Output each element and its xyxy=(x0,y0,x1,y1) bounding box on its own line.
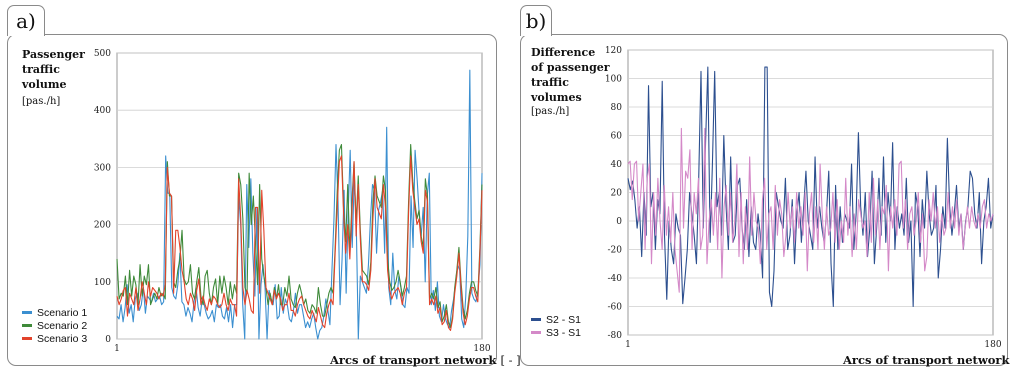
chart-a-x-tick-label: 1 xyxy=(114,344,120,354)
chart-b-y-tick-label: 60 xyxy=(611,132,623,142)
legend-item: Scenario 1 xyxy=(22,306,87,319)
legend-item: S3 - S1 xyxy=(531,326,581,339)
chart-a-y-tick-label: 500 xyxy=(94,49,111,59)
chart-b-series-line-1 xyxy=(627,66,994,308)
legend-swatch xyxy=(22,311,32,314)
panel-b xyxy=(520,34,1008,366)
panel-b-legend: S2 - S1 S3 - S1 xyxy=(531,313,581,339)
chart-b-y-tick-label: -80 xyxy=(608,331,623,341)
legend-item: Scenario 2 xyxy=(22,319,87,332)
legend-swatch xyxy=(531,331,541,334)
chart-b-y-tick-label: -40 xyxy=(608,274,623,284)
legend-label: Scenario 2 xyxy=(37,319,88,332)
panel-a-ylabel-line: traffic xyxy=(22,63,60,76)
chart-b-y-tick-label: 80 xyxy=(611,103,623,113)
panel-b-ylabel-line: volumes xyxy=(531,91,582,104)
panel-a-ylabel-line: Passenger xyxy=(22,48,85,61)
chart-b-x-tick-label: 1 xyxy=(625,340,631,350)
chart-a-series-line-3 xyxy=(116,155,483,331)
panel-b-ylabel-line: traffic xyxy=(531,76,569,89)
panel-a-xlabel-unit: [ - ] xyxy=(500,353,521,367)
chart-b-y-tick-label: 0 xyxy=(616,217,622,227)
chart-a-x-tick-label: 180 xyxy=(473,344,490,354)
panel-a-legend: Scenario 1 Scenario 2 Scenario 3 xyxy=(22,306,87,345)
legend-item: S2 - S1 xyxy=(531,313,581,326)
panel-a-xlabel-text: Arcs of transport network xyxy=(330,353,497,367)
chart-a-y-tick-label: 300 xyxy=(94,163,111,173)
panel-b-ylabel-line: Difference xyxy=(531,46,596,59)
legend-swatch xyxy=(22,337,32,340)
panel-a-ylabel: Passenger traffic volume xyxy=(22,47,85,92)
chart-b-x-tick-label: 180 xyxy=(984,340,1001,350)
panel-a-ylabel-unit: [pas./h] xyxy=(22,96,61,107)
chart-a-y-tick-label: 100 xyxy=(94,278,111,288)
legend-label: Scenario 1 xyxy=(37,306,88,319)
legend-label: S2 - S1 xyxy=(546,313,582,326)
chart-b-y-tick-label: -60 xyxy=(608,303,623,313)
panel-b-xlabel-text: Arcs of transport network xyxy=(843,353,1010,367)
chart-b-y-tick-label: 20 xyxy=(611,189,623,199)
panel-b-ylabel-line: of passenger xyxy=(531,61,610,74)
chart-a-y-tick-label: 200 xyxy=(94,221,111,231)
chart-b-y-tick-label: 120 xyxy=(605,46,622,56)
legend-swatch xyxy=(22,324,32,327)
panel-b-ylabel: Difference of passenger traffic volumes xyxy=(531,45,610,105)
legend-label: S3 - S1 xyxy=(546,326,582,339)
panel-b-xlabel: Arcs of transport network [ - ] xyxy=(843,353,1010,367)
chart-b-y-tick-label: -20 xyxy=(608,246,623,256)
panel-a-ylabel-line: volume xyxy=(22,78,67,91)
chart-b-y-tick-label: 100 xyxy=(605,75,622,85)
legend-item: Scenario 3 xyxy=(22,332,87,345)
legend-swatch xyxy=(531,318,541,321)
panel-a-tab: a) xyxy=(7,5,45,36)
legend-label: Scenario 3 xyxy=(37,332,88,345)
chart-a-y-tick-label: 0 xyxy=(105,335,111,345)
panel-b-tab: b) xyxy=(520,5,552,36)
chart-b-series-line-2 xyxy=(627,127,994,293)
panel-a-xlabel: Arcs of transport network [ - ] xyxy=(330,353,521,367)
chart-a-y-tick-label: 400 xyxy=(94,106,111,116)
chart-b-y-tick-label: 40 xyxy=(611,160,623,170)
panel-b-ylabel-unit: [pas./h] xyxy=(531,106,570,117)
